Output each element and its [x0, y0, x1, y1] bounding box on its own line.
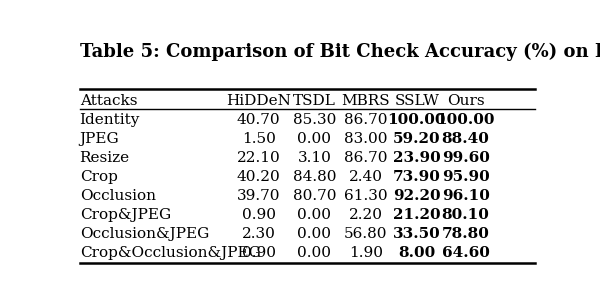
- Text: 99.60: 99.60: [442, 151, 490, 165]
- Text: Crop&JPEG: Crop&JPEG: [80, 208, 171, 222]
- Text: Occlusion: Occlusion: [80, 189, 155, 203]
- Text: 40.70: 40.70: [237, 113, 280, 127]
- Text: 0.90: 0.90: [242, 208, 275, 222]
- Text: 83.00: 83.00: [344, 132, 388, 146]
- Text: 59.20: 59.20: [393, 132, 440, 146]
- Text: TSDL: TSDL: [293, 94, 336, 108]
- Text: 1.90: 1.90: [349, 246, 383, 260]
- Text: 56.80: 56.80: [344, 227, 388, 241]
- Text: 78.80: 78.80: [442, 227, 490, 241]
- Text: 85.30: 85.30: [293, 113, 336, 127]
- Text: Ours: Ours: [447, 94, 484, 108]
- Text: 0.00: 0.00: [298, 208, 331, 222]
- Text: 2.30: 2.30: [242, 227, 275, 241]
- Text: 0.90: 0.90: [242, 246, 275, 260]
- Text: Identity: Identity: [80, 113, 140, 127]
- Text: 96.10: 96.10: [442, 189, 490, 203]
- Text: 0.00: 0.00: [298, 132, 331, 146]
- Text: Table 5: Comparison of Bit Check Accuracy (%) on ImageNet: Table 5: Comparison of Bit Check Accurac…: [80, 43, 600, 61]
- Text: 22.10: 22.10: [237, 151, 281, 165]
- Text: 100.00: 100.00: [436, 113, 495, 127]
- Text: Crop: Crop: [80, 170, 118, 184]
- Text: 100.00: 100.00: [388, 113, 446, 127]
- Text: 88.40: 88.40: [442, 132, 490, 146]
- Text: 95.90: 95.90: [442, 170, 490, 184]
- Text: 0.00: 0.00: [298, 246, 331, 260]
- Text: JPEG: JPEG: [80, 132, 119, 146]
- Text: Occlusion&JPEG: Occlusion&JPEG: [80, 227, 209, 241]
- Text: 39.70: 39.70: [237, 189, 280, 203]
- Text: 3.10: 3.10: [298, 151, 331, 165]
- Text: 33.50: 33.50: [393, 227, 440, 241]
- Text: 80.70: 80.70: [293, 189, 336, 203]
- Text: 86.70: 86.70: [344, 151, 388, 165]
- Text: 92.20: 92.20: [393, 189, 440, 203]
- Text: 64.60: 64.60: [442, 246, 490, 260]
- Text: 2.40: 2.40: [349, 170, 383, 184]
- Text: Crop&Occlusion&JPEG: Crop&Occlusion&JPEG: [80, 246, 260, 260]
- Text: HiDDeN: HiDDeN: [226, 94, 291, 108]
- Text: 73.90: 73.90: [393, 170, 441, 184]
- Text: 84.80: 84.80: [293, 170, 336, 184]
- Text: SSLW: SSLW: [394, 94, 439, 108]
- Text: 1.50: 1.50: [242, 132, 275, 146]
- Text: 8.00: 8.00: [398, 246, 436, 260]
- Text: MBRS: MBRS: [341, 94, 390, 108]
- Text: 21.20: 21.20: [393, 208, 440, 222]
- Text: Attacks: Attacks: [80, 94, 137, 108]
- Text: 61.30: 61.30: [344, 189, 388, 203]
- Text: 86.70: 86.70: [344, 113, 388, 127]
- Text: Resize: Resize: [80, 151, 130, 165]
- Text: 80.10: 80.10: [442, 208, 490, 222]
- Text: 40.20: 40.20: [237, 170, 281, 184]
- Text: 0.00: 0.00: [298, 227, 331, 241]
- Text: 23.90: 23.90: [393, 151, 440, 165]
- Text: 2.20: 2.20: [349, 208, 383, 222]
